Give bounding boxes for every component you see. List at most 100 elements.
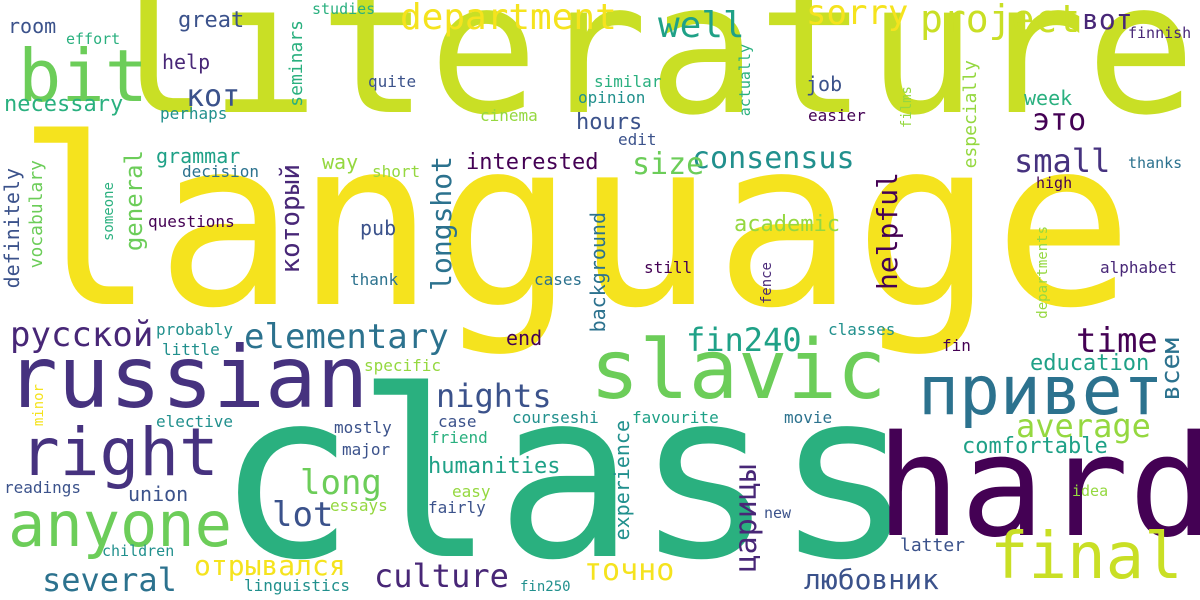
word-cinema: cinema <box>480 106 538 125</box>
word-general: general <box>120 150 148 252</box>
word-anyone: anyone <box>8 488 232 561</box>
word-still: still <box>644 258 693 277</box>
word-questions: questions <box>148 212 235 231</box>
word-room: room <box>8 14 57 38</box>
word-tochno: точно <box>584 553 675 588</box>
word-long: long <box>300 463 382 503</box>
word-interested: interested <box>466 150 599 175</box>
word-mostly: mostly <box>334 418 392 437</box>
word-high: high <box>1036 174 1073 192</box>
word-kotoryy: который <box>276 164 306 274</box>
word-fin250: fin250 <box>520 579 571 595</box>
word-nights: nights <box>436 377 552 415</box>
word-elective: elective <box>156 412 234 431</box>
word-russian: russian <box>6 328 369 428</box>
word-friend: friend <box>430 428 488 447</box>
word-sorry: sorry <box>806 0 909 33</box>
word-fence: fence <box>759 262 775 305</box>
word-background: background <box>586 212 610 333</box>
word-help: help <box>162 50 211 74</box>
word-short: short <box>372 162 421 181</box>
word-longshot: longshot <box>425 156 458 291</box>
word-someone: someone <box>101 182 117 242</box>
word-essays: essays <box>330 496 388 515</box>
word-studies: studies <box>312 0 376 18</box>
word-fin240: fin240 <box>686 321 802 359</box>
word-lot: lot <box>272 495 334 535</box>
word-tsaritsy: царицы <box>729 464 764 573</box>
word-small: small <box>1014 142 1111 180</box>
word-readings: readings <box>4 478 82 497</box>
word-movie: movie <box>784 408 833 427</box>
word-pub: pub <box>360 216 397 240</box>
word-elementary: elementary <box>244 317 449 357</box>
word-time: time <box>1076 321 1158 361</box>
word-lyubovnik: любовник <box>804 563 939 596</box>
word-eto: это <box>1032 103 1087 138</box>
word-easy: easy <box>452 482 491 501</box>
word-thank: thank <box>350 270 399 289</box>
word-helpful: helpful <box>871 172 904 291</box>
word-especially: especially <box>960 60 981 169</box>
word-several: several <box>42 561 177 599</box>
word-size: size <box>632 147 705 182</box>
word-hours: hours <box>576 110 643 135</box>
word-great: great <box>178 8 245 33</box>
word-project: project <box>920 0 1081 41</box>
word-quite: quite <box>368 72 417 91</box>
word-language: language <box>16 89 1134 359</box>
word-right: right <box>20 414 219 491</box>
word-favourite: favourite <box>632 408 719 427</box>
word-perhaps: perhaps <box>160 104 228 123</box>
word-courseshi: courseshi <box>512 408 599 427</box>
word-vsem: всем <box>1156 338 1186 401</box>
word-grammar: grammar <box>156 144 241 168</box>
word-departments: departments <box>1035 226 1051 319</box>
word-russkoy: русской <box>10 315 154 355</box>
word-privet: привет <box>918 352 1164 431</box>
word-idea: idea <box>1072 482 1109 500</box>
word-union: union <box>128 482 189 506</box>
word-seminars: seminars <box>286 20 307 107</box>
word-kot: кот <box>186 79 241 114</box>
word-job: job <box>806 72 843 96</box>
word-literature: literature <box>100 0 1196 155</box>
word-class: class <box>216 341 915 600</box>
word-linguistics: linguistics <box>244 576 350 595</box>
word-comfortable: comfortable <box>962 434 1108 459</box>
word-education: education <box>1030 351 1150 376</box>
word-otryvalsya: отрывался <box>194 549 346 582</box>
word-case: case <box>438 412 477 431</box>
word-similar: similar <box>594 72 662 91</box>
word-culture: culture <box>374 557 509 595</box>
word-definitely: definitely <box>0 168 24 289</box>
word-slavic: slavic <box>590 323 887 418</box>
word-new: new <box>764 504 792 522</box>
word-decision: decision <box>182 162 260 181</box>
word-vot: вот <box>1082 3 1133 36</box>
word-academic: academic <box>734 212 840 237</box>
word-easier: easier <box>808 106 866 125</box>
word-vocabulary: vocabulary <box>26 160 47 269</box>
word-experience: experience <box>610 420 634 541</box>
word-minor: minor <box>31 384 47 427</box>
word-week: week <box>1024 86 1073 110</box>
word-final: final <box>990 520 1183 594</box>
word-children: children <box>102 542 175 560</box>
word-hard: hard <box>876 406 1200 569</box>
word-fairly: fairly <box>428 498 486 517</box>
word-effort: effort <box>66 30 121 48</box>
word-department: department <box>400 0 617 38</box>
word-little: little <box>162 340 220 359</box>
word-bit: bit <box>18 34 149 118</box>
word-alphabet: alphabet <box>1100 258 1178 277</box>
word-necessary: necessary <box>4 92 124 117</box>
word-way: way <box>322 150 359 174</box>
word-end: end <box>506 326 543 350</box>
word-films: films <box>899 86 915 129</box>
word-classes: classes <box>828 320 896 339</box>
word-major: major <box>342 440 391 459</box>
word-humanities: humanities <box>428 454 561 479</box>
word-fin: fin <box>942 336 971 355</box>
